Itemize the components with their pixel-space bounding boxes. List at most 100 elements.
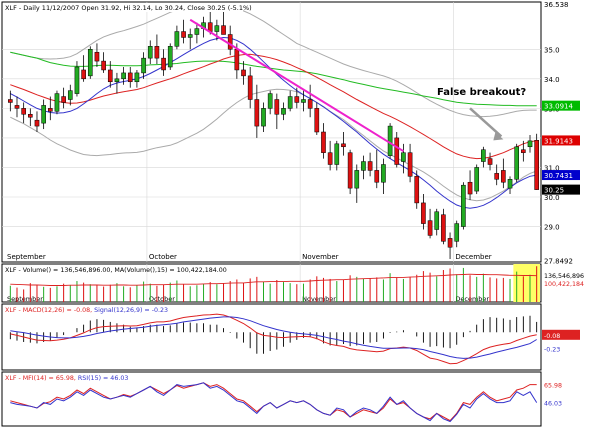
candle-body: [267, 93, 273, 109]
macd-label-part: XLF - MACD(12,26) = -0.08,: [5, 307, 94, 314]
candle-body: [507, 179, 513, 189]
main-right-label: 31.9143: [544, 137, 573, 145]
candle-body: [8, 99, 13, 103]
candle-body: [214, 25, 220, 32]
candle-body: [461, 184, 466, 227]
candle-body: [521, 149, 526, 153]
candle-body: [447, 238, 453, 248]
candle-body: [394, 137, 400, 165]
candle-body: [301, 99, 306, 103]
candle-body: [221, 25, 226, 35]
candle-body: [367, 161, 373, 171]
candle-body: [421, 202, 426, 224]
main-x-label: December: [455, 253, 491, 261]
candle-body: [467, 181, 473, 195]
volume-label: XLF - Volume() = 136,546,896.00, MA(Volu…: [5, 267, 227, 274]
candle-body: [34, 119, 40, 127]
sma50-line: [10, 51, 537, 107]
bollinger-upper-line: [10, 3, 537, 118]
mfi-label: XLF - MFI(14) = 65.98, RSI(15) = 46.03: [5, 375, 128, 382]
candle-body: [381, 164, 386, 183]
macd-right-label: -0.23: [544, 347, 560, 354]
candle-body: [127, 72, 133, 83]
macd-label-part: Signal(12,26,9) = -0.23: [94, 307, 168, 314]
candle-body: [314, 108, 320, 133]
candle-body: [401, 152, 406, 162]
main-right-label-bg: [542, 135, 580, 146]
main-pane-frame: [1, 1, 542, 263]
volume-x-label: November: [302, 295, 336, 303]
mfi-label-part: XLF - MFI(14) = 65.98,: [5, 375, 78, 382]
macd-label: XLF - MACD(12,26) = -0.08, Signal(12,26,…: [5, 307, 168, 314]
main-right-label: 36.538: [544, 1, 569, 9]
main-y-tick-label: 35.0: [544, 46, 560, 54]
bollinger-lower-line: [10, 88, 537, 202]
candle-body: [247, 75, 253, 100]
candle-body: [121, 72, 126, 80]
candle-body: [54, 93, 60, 112]
candle-body: [47, 108, 53, 112]
macd-right-label: -0.08: [544, 333, 560, 340]
volume-x-label: October: [149, 295, 175, 303]
candle-body: [241, 69, 246, 77]
macd-signal-line: [10, 316, 537, 359]
candle-body: [134, 72, 140, 83]
candle-body: [294, 96, 300, 103]
annotation-arrow: [469, 107, 503, 138]
candle-body: [147, 46, 153, 59]
candle-body: [87, 49, 93, 77]
candle-body: [114, 78, 120, 83]
candle-body: [254, 99, 260, 127]
candle-body: [514, 146, 519, 180]
sma20-line: [10, 53, 537, 160]
rsi-right-label: 46.03: [544, 401, 562, 408]
candle-body: [487, 158, 493, 165]
main-right-label-bg: [542, 100, 580, 111]
candle-body: [474, 167, 480, 192]
candle-body: [41, 105, 46, 124]
candle-body: [101, 60, 106, 71]
volume-right-label: 136,546,896: [544, 273, 584, 280]
candle-body: [427, 220, 433, 236]
candle-body: [434, 211, 440, 230]
candle-body: [334, 143, 340, 165]
candle-body: [194, 28, 200, 35]
candle-body: [347, 152, 353, 189]
candle-body: [61, 96, 66, 103]
main-right-label-bg: [542, 184, 580, 195]
main-x-label: November: [302, 253, 339, 261]
candle-body: [321, 131, 326, 153]
candle-body: [327, 152, 333, 165]
main-header-bg: [3, 3, 243, 12]
candle-body: [234, 49, 240, 71]
candle-body: [281, 108, 286, 115]
macd-line: [10, 313, 537, 365]
candle-body: [481, 149, 486, 162]
main-right-label-bg: [542, 170, 580, 181]
candle-body: [161, 57, 166, 71]
candle-body: [141, 57, 146, 74]
rsi-line: [10, 382, 538, 423]
main-y-tick-label: 31.0: [544, 164, 560, 172]
volume-right-label: 100,422,184: [544, 281, 584, 288]
candle-body: [81, 69, 86, 80]
main-y-tick-label: 29.0: [544, 224, 560, 232]
annotation-text: False breakout?: [437, 87, 526, 98]
candle-body: [94, 51, 100, 62]
volume-ma-line: [10, 273, 537, 286]
main-header-label: XLF - Daily 11/12/2007 Open 31.92, Hi 32…: [5, 4, 252, 12]
candle-body: [274, 99, 280, 115]
mfi-right-label: 65.98: [544, 383, 562, 390]
main-right-label: 33.0914: [544, 103, 573, 111]
candle-body: [261, 108, 266, 127]
candle-body: [74, 66, 80, 94]
candle-body: [387, 125, 393, 156]
candle-body: [454, 223, 460, 242]
candle-body: [174, 31, 180, 47]
candle-body: [67, 90, 73, 100]
volume-x-label: December: [455, 295, 489, 303]
candle-body: [28, 114, 33, 118]
main-y-tick-label: 34.0: [544, 76, 560, 84]
main-right-label: 27.8492: [544, 258, 573, 266]
